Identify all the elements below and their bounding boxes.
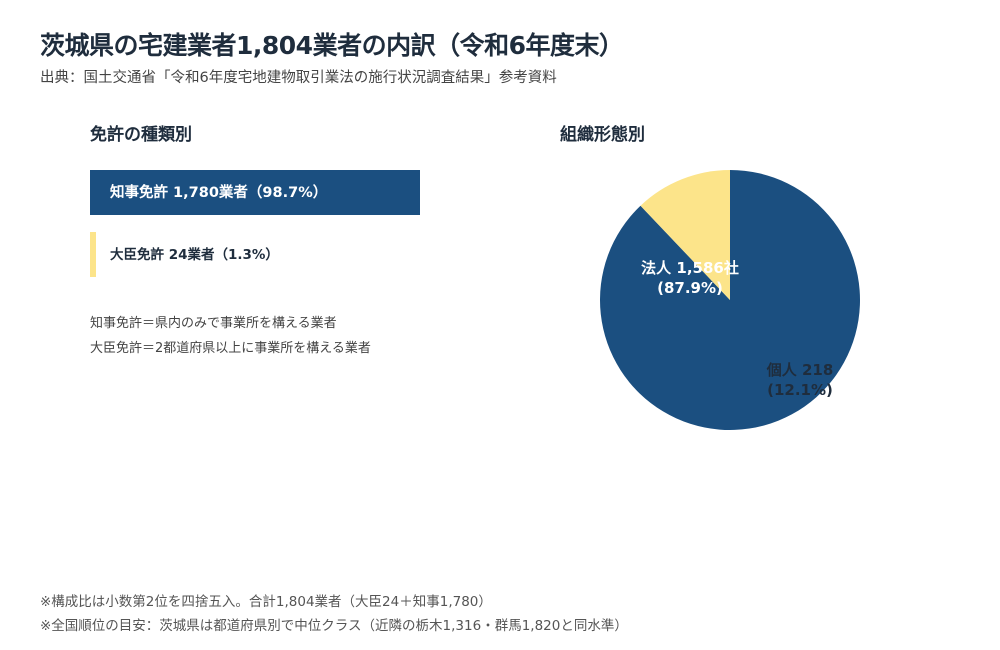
pie-label-individual-percent: (12.1%) (767, 381, 833, 399)
license-chart-title: 免許の種類別 (90, 125, 192, 145)
bar-label-governor-license: 知事免許 1,780業者（98.7%） (110, 185, 328, 201)
pie-label-individual-count: 個人 218 (766, 361, 834, 379)
footnote-rounding: ※構成比は小数第2位を四捨五入。合計1,804業者（大臣24＋知事1,780） (40, 594, 492, 610)
source-note: 出典：国土交通省「令和6年度宅地建物取引業法の施行状況調査結果」参考資料 (40, 70, 557, 86)
bar-minister-license (90, 232, 96, 277)
license-note-minister: 大臣免許＝2都道府県以上に事業所を構える業者 (90, 341, 371, 356)
page-title: 茨城県の宅建業者1,804業者の内訳（令和6年度末） (40, 31, 624, 60)
license-note-governor: 知事免許＝県内のみで事業所を構える業者 (90, 316, 337, 331)
pie-label-corporation: 法人 1,586社 (87.9%) (620, 258, 760, 298)
pie-label-corporation-percent: (87.9%) (657, 279, 723, 297)
bar-label-minister-license: 大臣免許 24業者（1.3%） (110, 247, 279, 263)
organization-chart-title: 組織形態別 (560, 125, 645, 145)
pie-slice-corporation (599, 170, 860, 430)
bar-governor-license (90, 170, 420, 215)
footnote-ranking: ※全国順位の目安：茨城県は都道府県別で中位クラス（近隣の栃木1,316・群馬1,… (40, 618, 628, 634)
pie-label-corporation-count: 法人 1,586社 (641, 259, 739, 277)
pie-label-individual: 個人 218 (12.1%) (730, 360, 870, 400)
pie-slice-individual (640, 170, 730, 300)
